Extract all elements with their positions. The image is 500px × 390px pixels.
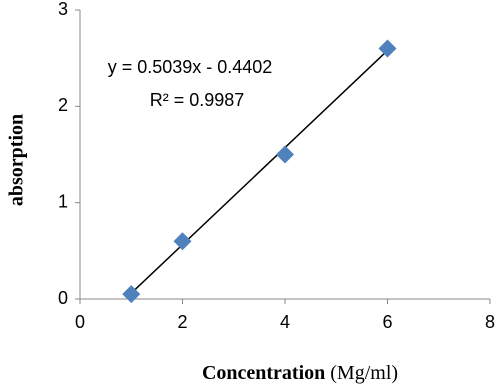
trendline (130, 49, 389, 294)
y-axis-label: absorption (6, 114, 28, 206)
x-tick-label: 8 (485, 312, 495, 332)
y-tick-label: 2 (58, 95, 68, 115)
x-axis-unit: (Mg/ml) (330, 362, 398, 384)
y-tick-label: 0 (58, 288, 68, 308)
x-tick-label: 6 (382, 312, 392, 332)
point (173, 232, 192, 251)
y-tick-label: 3 (58, 0, 68, 19)
x-axis-label: Concentration (Mg/ml) (202, 362, 398, 384)
point (276, 145, 294, 164)
point (378, 39, 397, 58)
point (122, 285, 141, 304)
y-tick-label: 1 (58, 191, 68, 211)
x-tick-label: 4 (280, 312, 290, 332)
r-squared: R² = 0.9987 (150, 90, 245, 110)
x-tick-label: 2 (177, 312, 187, 332)
x-tick-label: 0 (75, 312, 85, 332)
equation: y = 0.5039x - 0.4402 (108, 57, 273, 77)
x-axis-title: Concentration (202, 362, 325, 384)
